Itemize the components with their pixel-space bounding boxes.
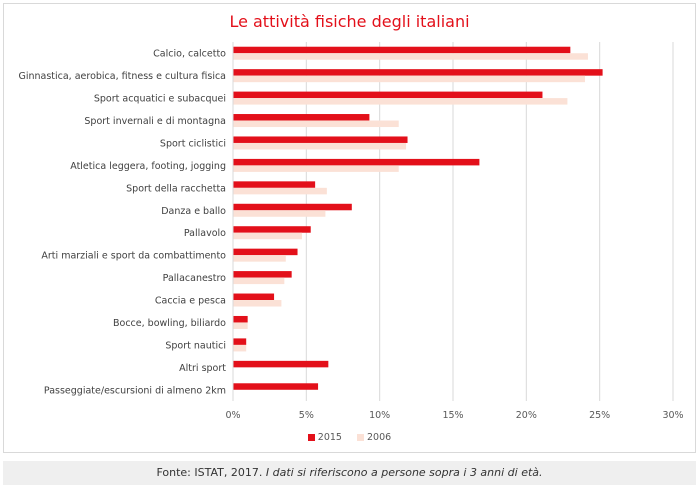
category-label: Altri sport (179, 363, 226, 374)
legend-swatch-2015 (307, 434, 315, 441)
bar-2006 (233, 322, 248, 329)
bar-2006 (233, 344, 247, 352)
bar-2015 (233, 91, 543, 99)
bar-2015 (233, 383, 319, 390)
bar-2015 (233, 203, 352, 211)
category-label: Sport della racchetta (126, 183, 226, 194)
bar-2015 (233, 360, 329, 368)
bar-2006 (233, 142, 407, 150)
bar-2006 (233, 255, 286, 262)
bar-2006 (233, 277, 285, 285)
bar-2006 (233, 232, 302, 240)
category-label: Sport invernali e di montagna (84, 116, 226, 127)
footer-source: Fonte: ISTAT, 2017. (156, 466, 266, 479)
category-label: Ginnastica, aerobica, fitness e cultura … (18, 71, 226, 82)
category-label: Calcio, calcetto (153, 49, 226, 60)
x-tick-label: 30% (662, 410, 683, 421)
category-label: Sport ciclistici (160, 138, 226, 149)
category-label: Sport acquatici e subacquei (94, 94, 226, 105)
bar-2006 (233, 210, 326, 217)
x-tick-label: 5% (299, 410, 314, 421)
x-tick-label: 25% (589, 410, 610, 421)
bar-2015 (233, 114, 370, 121)
category-label: Danza e ballo (161, 206, 226, 217)
bar-2006 (233, 53, 588, 60)
bar-2006 (233, 98, 568, 105)
bar-2015 (233, 338, 247, 345)
chart-title: Le attività fisiche degli italiani (229, 12, 470, 31)
legend-label-2015: 2015 (317, 432, 342, 443)
bar-2006 (233, 75, 585, 83)
x-tick-label: 20% (516, 410, 537, 421)
bar-2006 (233, 187, 327, 195)
bar-2015 (233, 136, 408, 143)
bar-2006 (233, 120, 399, 128)
category-label: Pallavolo (184, 228, 226, 239)
category-label: Bocce, bowling, biliardo (113, 318, 226, 329)
bar-2006 (233, 165, 399, 172)
category-label: Sport nautici (165, 340, 226, 351)
bar-2015 (233, 69, 603, 76)
chart-frame: Le attività fisiche degli italiani 0% 5% 1… (3, 3, 696, 453)
x-tick-label: 10% (369, 410, 390, 421)
bar-2015 (233, 271, 292, 278)
bar-chart: 0% 5% 10% 15% 20% 25% 30% Calcio, calcetto Ginna… (18, 42, 684, 421)
legend-swatch-2006 (357, 434, 365, 441)
category-label: Passeggiate/escursioni di almeno 2km (44, 385, 226, 396)
category-label: Arti marziali e sport da combattimento (41, 251, 226, 262)
bar-2015 (233, 293, 275, 301)
legend-item-2006: 2006 (357, 432, 391, 443)
legend-label-2006: 2006 (367, 432, 392, 443)
source-footer: Fonte: ISTAT, 2017. I dati si riferiscon… (3, 461, 696, 485)
x-tick-label: 0% (225, 410, 240, 421)
category-label: Atletica leggera, footing, jogging (70, 161, 226, 172)
bar-2015 (233, 315, 248, 323)
bar-2015 (233, 181, 316, 188)
bar-2015 (233, 226, 311, 233)
category-label: Pallacanestro (163, 273, 227, 284)
footer-note: I dati si riferiscono a persone sopra i … (265, 466, 543, 479)
legend-item-2015: 2015 (307, 432, 342, 443)
category-label: Caccia e pesca (155, 296, 226, 307)
legend: 2015 2006 (4, 432, 695, 444)
bar-2015 (233, 46, 571, 54)
bar-2015 (233, 248, 298, 256)
bar-2006 (233, 300, 282, 307)
bar-2015 (233, 158, 480, 166)
x-tick-label: 15% (442, 410, 463, 421)
